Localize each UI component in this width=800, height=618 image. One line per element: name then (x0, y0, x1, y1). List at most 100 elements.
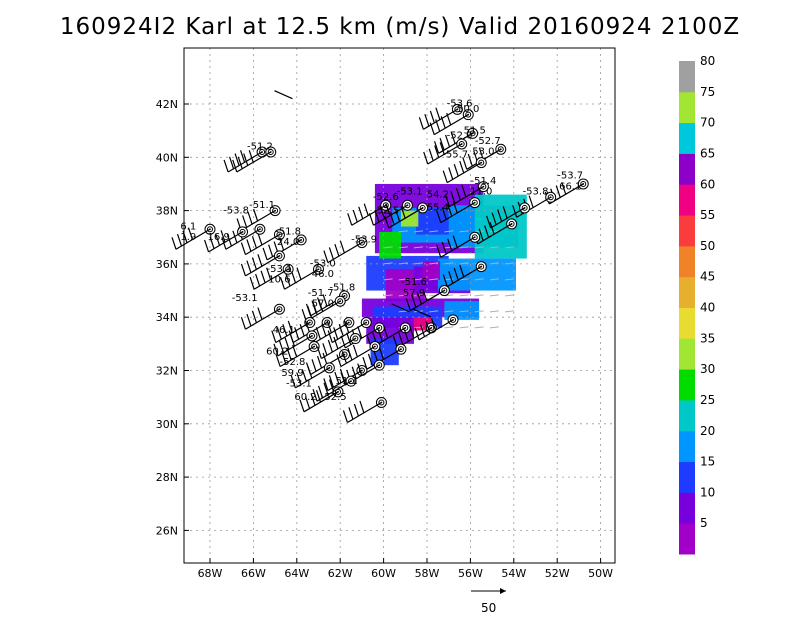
observation-label: -51.4 (470, 176, 496, 187)
colorbar-segment (679, 215, 695, 247)
y-tick-label: 40N (156, 151, 178, 164)
wind-barb (436, 231, 481, 258)
x-tick-label: 60W (371, 567, 396, 580)
colorbar: 5 10 15 20 25 30 35 40 45 50 55 60 65 70 75 80 (679, 54, 715, 555)
colorbar-label: 25 (700, 393, 715, 407)
colorbar-segment (679, 184, 695, 216)
wind-barb (316, 333, 361, 360)
x-tick-label: 58W (415, 567, 440, 580)
wind-barb (414, 314, 459, 341)
observation-label: -52.5 (321, 392, 347, 403)
chart-title: 160924I2 Karl at 12.5 km (m/s) Valid 201… (59, 14, 741, 40)
wind-barb-segment (274, 90, 293, 100)
y-tick-label: 30N (156, 418, 178, 431)
observation-label: -53.0 (310, 259, 336, 270)
observation-label: 66.1 (559, 181, 581, 192)
y-tick-label: 36N (156, 258, 178, 271)
observation-labels: -53.650.0 51.5-52.0 -52.7 -55.7 53.0 -51.2 -51… (180, 99, 583, 403)
observation-label: -53.1 (232, 293, 258, 304)
y-tick-label: 34N (156, 311, 178, 324)
colorbar-segment (679, 399, 695, 432)
colorbar-segment (679, 369, 695, 401)
wind-barb (223, 146, 268, 173)
observation-label: 51.5 (464, 125, 486, 136)
y-tick-labels: 26N 28N 30N 32N 34N 36N 38N 40N 42N (156, 98, 189, 537)
observation-label: 53.0 (472, 147, 494, 158)
x-tick-label: 66W (241, 567, 266, 580)
observation-label: -53.7 (557, 171, 583, 182)
colorbar-segment (679, 122, 695, 154)
observation-label: 1.9 (180, 232, 196, 243)
observation-label: -51.1 (249, 200, 275, 211)
wind-barb (249, 263, 294, 290)
colorbar-label: 35 (700, 331, 715, 345)
wind-barb (418, 103, 463, 130)
x-tick-label: 62W (328, 567, 353, 580)
wind-barb (442, 261, 487, 288)
observation-label: -53.1 (267, 264, 293, 275)
colorbar-label: 75 (700, 85, 715, 99)
observation-label: 46.1 (273, 325, 295, 336)
wind-barb (203, 226, 249, 253)
y-tick-label: 26N (156, 524, 178, 537)
x-tick-label: 64W (284, 567, 309, 580)
x-tick-label: 50W (588, 567, 613, 580)
observation-label: 57.9 (403, 288, 425, 299)
y-tick-label: 32N (156, 365, 178, 378)
colorbar-segment (679, 461, 695, 493)
observation-label: -53.6 (447, 99, 473, 110)
observation-label: -52.7 (475, 136, 501, 147)
colorbar-label: 10 (700, 485, 715, 499)
wind-barb (444, 181, 489, 208)
observation-label: -51.8 (275, 227, 301, 238)
observation-label: 60.2 (294, 392, 316, 403)
wind-barb (366, 322, 411, 349)
colorbar-segment (679, 61, 695, 93)
x-tick-label: 56W (458, 567, 483, 580)
observation-label: -51.7 (308, 288, 334, 299)
colorbar-segment (679, 91, 695, 124)
colorbar-segment (679, 338, 695, 370)
colorbar-label: 50 (700, 239, 715, 253)
wind-barb-segment (413, 308, 432, 318)
wind-barb (342, 396, 387, 423)
y-tick-label: 38N (156, 205, 178, 218)
observation-label: -52.6 (373, 192, 399, 203)
observation-label: 52.5 (377, 205, 399, 216)
colorbar-label: 65 (700, 146, 715, 160)
colorbar-segment (679, 523, 695, 555)
wind-barb (434, 127, 479, 154)
observation-label: 16.9 (208, 232, 230, 243)
wind-barb (327, 317, 372, 344)
colorbar-label: 15 (700, 455, 715, 469)
wind-barb (336, 341, 381, 368)
colorbar-label: 80 (700, 54, 715, 68)
observation-label: 50.0 (457, 104, 479, 115)
observation-label: -55.7 (442, 149, 468, 160)
observation-label: -53.8 (523, 187, 549, 198)
colorbar-label: 55 (700, 208, 715, 222)
wind-barb (347, 199, 392, 226)
wind-barb-segment (391, 303, 410, 313)
wind-barb (171, 223, 216, 250)
wind-barb (436, 197, 481, 224)
observation-label: 11.0 (470, 187, 492, 198)
colorbar-segment (679, 307, 695, 339)
wind-barb (273, 330, 318, 357)
colorbar-label: 30 (700, 362, 715, 376)
observation-label: 60.2 (266, 347, 288, 358)
wind-barb (310, 317, 355, 344)
wind-barb (240, 250, 285, 277)
observation-label: 10.6 (268, 275, 290, 286)
wind-barb (299, 386, 344, 413)
colorbar-label: 5 (700, 516, 708, 530)
observation-label: -53.9 (351, 235, 377, 246)
wind-barb (405, 285, 450, 312)
observation-label: -51.8 (329, 283, 355, 294)
wind-barb (423, 138, 468, 165)
wind-barb (323, 237, 368, 264)
plot-frame (183, 47, 616, 564)
colorbar-segment (679, 245, 695, 278)
observation-label: -53.1 (397, 187, 423, 198)
